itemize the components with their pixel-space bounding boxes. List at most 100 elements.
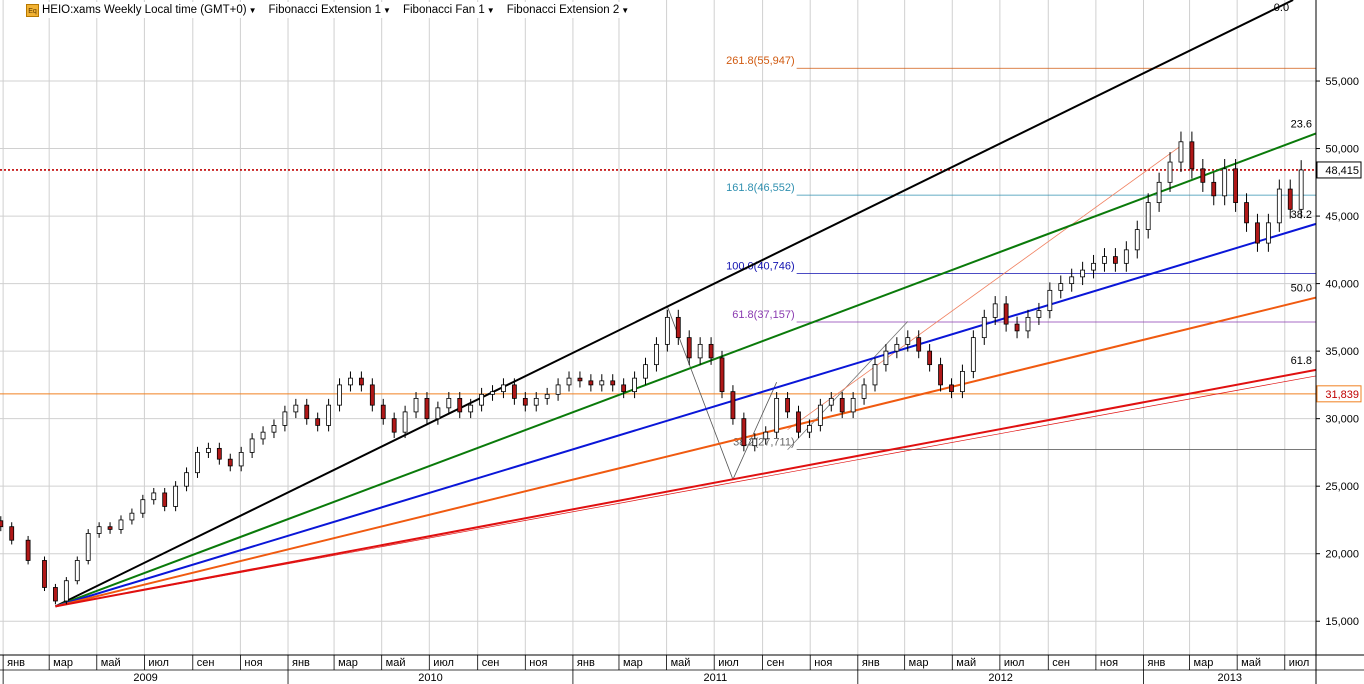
candle-body xyxy=(1112,256,1118,264)
candle-body xyxy=(839,398,845,413)
candle-body xyxy=(271,425,277,433)
extension-leg xyxy=(732,382,778,480)
candle-body xyxy=(326,404,332,426)
fan-ray-label: 61.8 xyxy=(1291,355,1312,367)
candle-body xyxy=(949,384,954,393)
candle-body xyxy=(227,458,233,467)
month-label: сен xyxy=(767,657,785,669)
candle-body xyxy=(1244,202,1249,224)
month-label: мар xyxy=(338,657,358,669)
candle-body xyxy=(544,393,550,399)
extension-2-leg xyxy=(787,145,1182,431)
symbol-menu[interactable]: HEIO:xams Weekly Local time (GMT+0) ▼ xyxy=(42,4,257,16)
candle-body xyxy=(260,431,266,440)
month-label: май xyxy=(386,657,406,669)
tool-label: Fibonacci Extension 1 xyxy=(268,4,382,16)
candle-body xyxy=(42,560,47,588)
month-label: сен xyxy=(197,657,215,669)
candle-body xyxy=(1298,169,1304,210)
candle-body xyxy=(216,447,222,460)
tool-menu-fib-fan-1[interactable]: Fibonacci Fan 1 ▼ xyxy=(403,4,495,16)
candle-body xyxy=(151,492,157,501)
candle-body xyxy=(391,418,397,433)
candle-body xyxy=(129,512,135,521)
month-label: янв xyxy=(577,657,595,669)
candle-body xyxy=(1134,229,1140,251)
candle-body xyxy=(1222,168,1228,197)
candle-body xyxy=(588,380,594,386)
candle-body xyxy=(654,343,659,366)
candle-body xyxy=(457,398,463,413)
app-icon[interactable]: Eq xyxy=(26,3,39,17)
candle-body xyxy=(785,398,790,413)
candle-body xyxy=(817,404,823,426)
fan-ray-label: 50.0 xyxy=(1291,283,1312,295)
candle-body xyxy=(664,316,670,345)
month-label: ноя xyxy=(1100,657,1118,669)
chart-toolbar: Eq HEIO:xams Weekly Local time (GMT+0) ▼… xyxy=(26,2,642,18)
candle-body xyxy=(828,398,834,406)
candle-body xyxy=(282,411,288,426)
month-label: мар xyxy=(53,657,73,669)
candle-body xyxy=(96,526,102,534)
candle-body xyxy=(960,370,965,393)
fan-ray xyxy=(55,222,1317,608)
candle-body xyxy=(708,343,714,359)
candle-body xyxy=(1156,181,1162,203)
candle-body xyxy=(533,398,539,406)
candle-body xyxy=(752,438,758,447)
price-axis[interactable]: 15,000 20,000 25,000 30,000 35,000 40,000 45,0… xyxy=(1316,76,1362,628)
candle-body xyxy=(981,316,987,339)
tool-menu-fib-extension-2[interactable]: Fibonacci Extension 2 ▼ xyxy=(507,4,629,16)
candle-body xyxy=(380,404,386,420)
candle-body xyxy=(796,411,801,433)
candle-body xyxy=(555,384,561,395)
candle-body xyxy=(118,519,124,530)
tool-menu-fib-extension-1[interactable]: Fibonacci Extension 1 ▼ xyxy=(269,4,391,16)
candle-body xyxy=(1047,289,1053,312)
candle-body xyxy=(1102,256,1107,264)
month-label: май xyxy=(1241,657,1261,669)
candle-body xyxy=(774,398,780,433)
price-tick-label: 15,000 xyxy=(1325,616,1359,628)
month-label: май xyxy=(101,657,121,669)
month-label: июл xyxy=(1289,657,1310,669)
candle-body xyxy=(599,380,605,386)
candle-body xyxy=(850,398,856,413)
candle-body xyxy=(0,520,4,528)
candle-body xyxy=(1265,222,1271,244)
month-label: ноя xyxy=(244,657,262,669)
candle-body xyxy=(435,407,441,420)
candles xyxy=(0,131,1304,605)
candle-body xyxy=(938,364,943,386)
month-label: май xyxy=(671,657,691,669)
candle-body xyxy=(1091,262,1096,271)
candle-body xyxy=(610,380,616,386)
month-label: сен xyxy=(1052,657,1070,669)
candle-body xyxy=(358,377,364,386)
candle-body xyxy=(992,303,998,318)
candle-body xyxy=(1145,202,1151,230)
month-label: июл xyxy=(718,657,739,669)
candle-body xyxy=(1036,310,1042,318)
time-axis[interactable]: янв мар май июл сен ноя янв мар май июл сен ноя янв м… xyxy=(2,655,1310,684)
candle-body xyxy=(337,384,342,406)
candle-body xyxy=(402,411,408,433)
month-label: ноя xyxy=(529,657,547,669)
fibonacci-fan[interactable]: 0.023.638.250.061.8 xyxy=(54,0,1317,608)
fan-ray-secondary xyxy=(55,375,1317,607)
candle-body xyxy=(927,350,933,366)
symbol-label: HEIO:xams Weekly Local time (GMT+0) xyxy=(42,4,247,16)
fan-ray-label: 0.0 xyxy=(1274,2,1289,14)
extension-level-label: 61.8(37,157) xyxy=(732,309,794,321)
price-tick-label: 35,000 xyxy=(1325,346,1359,358)
month-label: ноя xyxy=(814,657,832,669)
month-label: сен xyxy=(482,657,500,669)
price-tick-label: 55,000 xyxy=(1325,76,1359,88)
month-label: янв xyxy=(292,657,310,669)
candle-body xyxy=(566,377,572,386)
candle-body xyxy=(184,472,189,487)
price-tick-label: 30,000 xyxy=(1325,414,1359,426)
candle-body xyxy=(446,398,452,409)
